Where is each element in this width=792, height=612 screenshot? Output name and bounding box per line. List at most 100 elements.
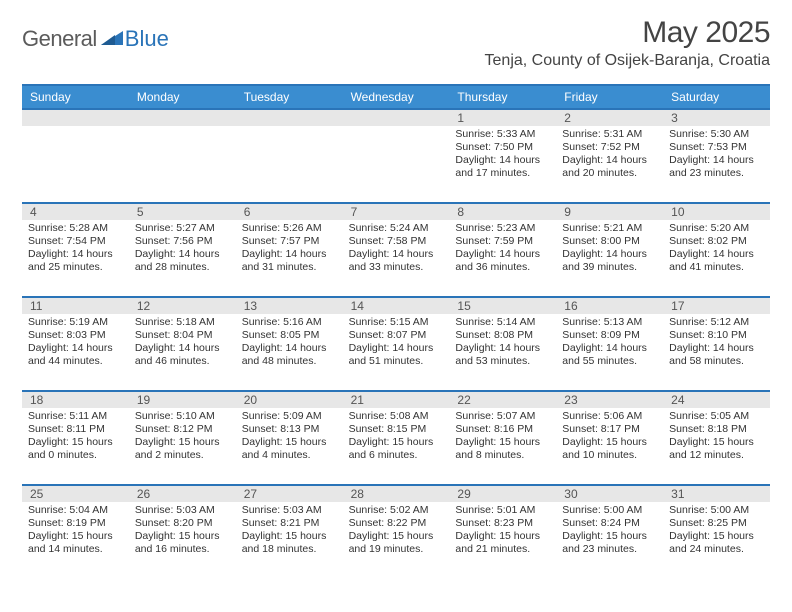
day-cell: 21Sunrise: 5:08 AMSunset: 8:15 PMDayligh… [343, 392, 450, 484]
brand-part2: Blue [125, 26, 169, 52]
week-row: 25Sunrise: 5:04 AMSunset: 8:19 PMDayligh… [22, 484, 770, 578]
daylight-text: Daylight: 15 hours and 4 minutes. [242, 436, 337, 462]
day-number: 18 [22, 392, 129, 408]
brand-logo: General Blue [22, 16, 169, 52]
daylight-text: Daylight: 14 hours and 41 minutes. [669, 248, 764, 274]
weekday-header: Saturday [663, 86, 770, 108]
sunset-text: Sunset: 7:58 PM [349, 235, 444, 248]
day-number: 9 [556, 204, 663, 220]
daylight-text: Daylight: 15 hours and 16 minutes. [135, 530, 230, 556]
daylight-text: Daylight: 15 hours and 21 minutes. [455, 530, 550, 556]
sunrise-text: Sunrise: 5:20 AM [669, 222, 764, 235]
day-cell [236, 110, 343, 202]
sunrise-text: Sunrise: 5:09 AM [242, 410, 337, 423]
daylight-text: Daylight: 14 hours and 53 minutes. [455, 342, 550, 368]
day-cell: 11Sunrise: 5:19 AMSunset: 8:03 PMDayligh… [22, 298, 129, 390]
day-number: 13 [236, 298, 343, 314]
sunrise-text: Sunrise: 5:21 AM [562, 222, 657, 235]
day-number: 22 [449, 392, 556, 408]
sunrise-text: Sunrise: 5:23 AM [455, 222, 550, 235]
day-cell: 29Sunrise: 5:01 AMSunset: 8:23 PMDayligh… [449, 486, 556, 578]
daylight-text: Daylight: 14 hours and 33 minutes. [349, 248, 444, 274]
sunset-text: Sunset: 8:25 PM [669, 517, 764, 530]
day-number: 17 [663, 298, 770, 314]
week-row: 11Sunrise: 5:19 AMSunset: 8:03 PMDayligh… [22, 296, 770, 390]
weekday-header: Thursday [449, 86, 556, 108]
sunrise-text: Sunrise: 5:06 AM [562, 410, 657, 423]
day-cell: 25Sunrise: 5:04 AMSunset: 8:19 PMDayligh… [22, 486, 129, 578]
day-number: 10 [663, 204, 770, 220]
day-cell [22, 110, 129, 202]
day-number: 12 [129, 298, 236, 314]
daylight-text: Daylight: 15 hours and 19 minutes. [349, 530, 444, 556]
day-number [236, 110, 343, 126]
day-cell: 10 Sunrise: 5:20 AMSunset: 8:02 PMDayligh… [663, 204, 770, 296]
daylight-text: Daylight: 15 hours and 24 minutes. [669, 530, 764, 556]
sunrise-text: Sunrise: 5:24 AM [349, 222, 444, 235]
day-number: 16 [556, 298, 663, 314]
sunrise-text: Sunrise: 5:33 AM [455, 128, 550, 141]
day-cell: 7 Sunrise: 5:24 AMSunset: 7:58 PMDaylight… [343, 204, 450, 296]
sunset-text: Sunset: 8:07 PM [349, 329, 444, 342]
week-row: 1Sunrise: 5:33 AMSunset: 7:50 PMDaylight… [22, 108, 770, 202]
day-number: 29 [449, 486, 556, 502]
daylight-text: Daylight: 14 hours and 55 minutes. [562, 342, 657, 368]
sunrise-text: Sunrise: 5:08 AM [349, 410, 444, 423]
sunset-text: Sunset: 7:54 PM [28, 235, 123, 248]
daylight-text: Daylight: 14 hours and 20 minutes. [562, 154, 657, 180]
day-cell: 24Sunrise: 5:05 AMSunset: 8:18 PMDayligh… [663, 392, 770, 484]
sunset-text: Sunset: 8:11 PM [28, 423, 123, 436]
day-cell: 17Sunrise: 5:12 AMSunset: 8:10 PMDayligh… [663, 298, 770, 390]
weekday-header: Wednesday [343, 86, 450, 108]
daylight-text: Daylight: 15 hours and 2 minutes. [135, 436, 230, 462]
day-number [129, 110, 236, 126]
week-row: 4Sunrise: 5:28 AMSunset: 7:54 PMDaylight… [22, 202, 770, 296]
sunrise-text: Sunrise: 5:03 AM [135, 504, 230, 517]
daylight-text: Daylight: 14 hours and 31 minutes. [242, 248, 337, 274]
day-cell: 1Sunrise: 5:33 AMSunset: 7:50 PMDaylight… [449, 110, 556, 202]
month-year: May 2025 [485, 16, 770, 50]
day-cell: 16Sunrise: 5:13 AMSunset: 8:09 PMDayligh… [556, 298, 663, 390]
sunset-text: Sunset: 8:20 PM [135, 517, 230, 530]
sunrise-text: Sunrise: 5:05 AM [669, 410, 764, 423]
daylight-text: Daylight: 15 hours and 23 minutes. [562, 530, 657, 556]
day-cell: 27Sunrise: 5:03 AMSunset: 8:21 PMDayligh… [236, 486, 343, 578]
sunset-text: Sunset: 8:02 PM [669, 235, 764, 248]
sunset-text: Sunset: 8:10 PM [669, 329, 764, 342]
sunrise-text: Sunrise: 5:16 AM [242, 316, 337, 329]
day-number [343, 110, 450, 126]
sunset-text: Sunset: 8:09 PM [562, 329, 657, 342]
day-cell: 12Sunrise: 5:18 AMSunset: 8:04 PMDayligh… [129, 298, 236, 390]
day-number: 4 [22, 204, 129, 220]
sunset-text: Sunset: 7:56 PM [135, 235, 230, 248]
calendar: Sunday Monday Tuesday Wednesday Thursday… [22, 84, 770, 578]
day-cell: 8Sunrise: 5:23 AMSunset: 7:59 PMDaylight… [449, 204, 556, 296]
sunrise-text: Sunrise: 5:14 AM [455, 316, 550, 329]
sunset-text: Sunset: 7:50 PM [455, 141, 550, 154]
week-row: 18Sunrise: 5:11 AMSunset: 8:11 PMDayligh… [22, 390, 770, 484]
sunset-text: Sunset: 8:24 PM [562, 517, 657, 530]
sunset-text: Sunset: 8:03 PM [28, 329, 123, 342]
day-number: 7 [343, 204, 450, 220]
day-cell: 2Sunrise: 5:31 AMSunset: 7:52 PMDaylight… [556, 110, 663, 202]
sunset-text: Sunset: 8:23 PM [455, 517, 550, 530]
sunrise-text: Sunrise: 5:27 AM [135, 222, 230, 235]
day-number [22, 110, 129, 126]
day-number: 23 [556, 392, 663, 408]
day-cell: 4Sunrise: 5:28 AMSunset: 7:54 PMDaylight… [22, 204, 129, 296]
title-block: May 2025 Tenja, County of Osijek-Baranja… [485, 16, 770, 70]
day-number: 27 [236, 486, 343, 502]
weekday-header-row: Sunday Monday Tuesday Wednesday Thursday… [22, 86, 770, 108]
sunset-text: Sunset: 7:53 PM [669, 141, 764, 154]
daylight-text: Daylight: 14 hours and 39 minutes. [562, 248, 657, 274]
sunset-text: Sunset: 8:13 PM [242, 423, 337, 436]
day-number: 15 [449, 298, 556, 314]
day-cell: 30Sunrise: 5:00 AMSunset: 8:24 PMDayligh… [556, 486, 663, 578]
sunrise-text: Sunrise: 5:18 AM [135, 316, 230, 329]
sunset-text: Sunset: 8:17 PM [562, 423, 657, 436]
daylight-text: Daylight: 14 hours and 25 minutes. [28, 248, 123, 274]
sunset-text: Sunset: 7:59 PM [455, 235, 550, 248]
day-number: 20 [236, 392, 343, 408]
day-number: 19 [129, 392, 236, 408]
weekday-header: Monday [129, 86, 236, 108]
